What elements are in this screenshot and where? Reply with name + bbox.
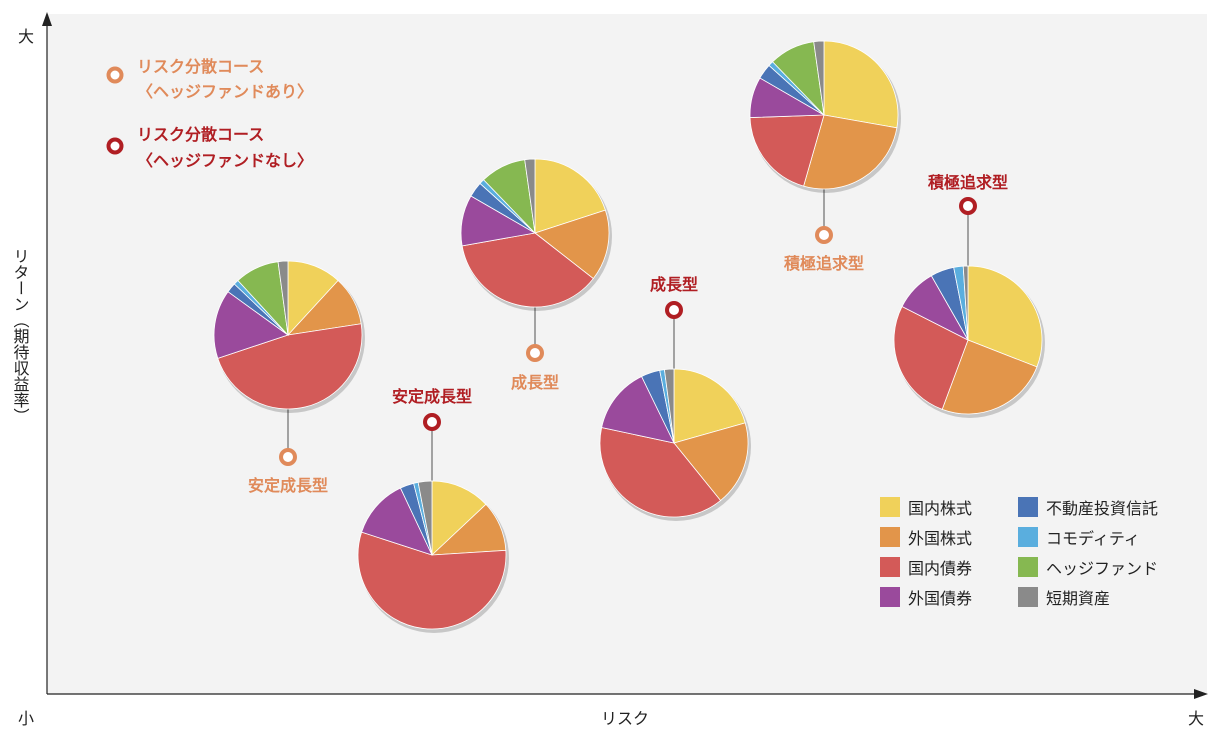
portfolio-label: 成長型 [650,275,698,294]
course-legend: リスク分散コース 〈ヘッジファンドあり〉 リスク分散コース 〈ヘッジファンドなし… [106,57,313,170]
legend-swatch-domestic-bonds [880,557,900,577]
pie-slice-foreign-stocks [534,209,610,280]
course-legend-marker-with-hedge [106,66,124,84]
pie-slice-domestic-bonds [357,531,507,630]
pie-slice-foreign-bonds [601,375,675,444]
legend-swatch-commodity [1018,527,1038,547]
legend-label-foreign-stocks: 外国株式 [908,529,972,548]
portfolio-4: 安定成長型 [357,387,509,633]
pie-slice-domestic-bonds [461,232,594,308]
legend-swatch-foreign-stocks [880,527,900,547]
x-max-label: 大 [1188,709,1204,728]
legend-label-domestic-bonds: 国内債券 [908,559,972,578]
legend-swatch-foreign-bonds [880,587,900,607]
course-marker [815,226,833,244]
pie-slice-domestic-stocks [431,480,487,556]
pie-slice-foreign-stocks [673,422,749,502]
y-axis-title: リターン（期待収益率） [11,248,30,424]
x-axis-title: リスク [601,709,649,728]
pie-slice-domestic-bonds [217,323,363,410]
asset-legend: 国内株式 外国株式 国内債券 外国債券 不動産投資信託 コモディティ ヘッジファ… [880,497,1158,608]
pie-slice-domestic-stocks [823,40,899,129]
portfolio-6: 積極追求型 [893,173,1045,418]
portfolio-5: 成長型 [599,275,751,521]
course-legend-marker-without-hedge [106,137,124,155]
legend-swatch-hedge-fund [1018,557,1038,577]
course-legend-without-hedge-line2: 〈ヘッジファンドなし〉 [137,151,313,170]
pie-slice-short-term [663,368,675,444]
course-marker [423,413,441,431]
pie-slice-foreign-stocks [941,339,1038,415]
pie-slice-foreign-stocks [803,114,898,190]
y-axis-arrow [42,12,52,26]
portfolio-label: 成長型 [511,373,559,392]
portfolio-1: 安定成長型 [213,260,365,495]
portfolio-label: 安定成長型 [392,387,472,406]
portfolio-2: 成長型 [460,158,612,392]
pie-slice-short-term [277,260,289,336]
pie-slice-domestic-bonds [599,427,722,518]
legend-label-short-term: 短期資産 [1046,589,1110,608]
course-marker [279,448,297,466]
pie-slice-domestic-stocks [673,368,746,444]
legend-label-foreign-bonds: 外国債券 [908,589,972,608]
course-legend-without-hedge-line1: リスク分散コース [137,125,264,144]
legend-swatch-short-term [1018,587,1038,607]
portfolio-3: 積極追求型 [749,40,901,273]
pie-slice-short-term [417,480,433,556]
pie-slice-short-term [962,265,969,341]
course-marker [665,301,683,319]
pie-slice-foreign-bonds [361,487,433,556]
pie-slice-short-term [813,40,825,116]
portfolio-label: 安定成長型 [248,476,328,495]
pie-slice-short-term [524,158,536,234]
pie-slice-domestic-bonds [749,114,825,187]
x-min-label: 小 [18,709,34,728]
pie-slice-domestic-stocks [534,158,606,234]
legend-label-reit: 不動産投資信託 [1046,499,1158,518]
course-marker [526,344,544,362]
legend-label-hedge-fund: ヘッジファンド [1046,559,1158,578]
course-legend-with-hedge-line2: 〈ヘッジファンドあり〉 [137,82,313,101]
y-max-label: 大 [18,27,34,46]
portfolio-label: 積極追求型 [783,254,864,273]
legend-swatch-domestic-stocks [880,497,900,517]
pie-slice-domestic-stocks [967,265,1043,368]
course-marker [959,197,977,215]
course-legend-with-hedge-line1: リスク分散コース [137,57,264,76]
legend-label-commodity: コモディティ [1046,529,1140,548]
x-axis-arrow [1194,689,1208,699]
legend-label-domestic-stocks: 国内株式 [908,499,972,518]
pie-slice-foreign-bonds [213,291,289,359]
legend-swatch-reit [1018,497,1038,517]
portfolio-label: 積極追求型 [927,173,1008,192]
pie-slice-domestic-bonds [893,305,969,410]
